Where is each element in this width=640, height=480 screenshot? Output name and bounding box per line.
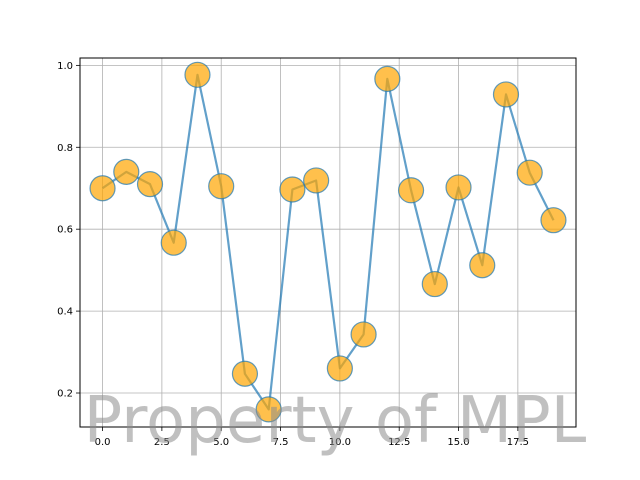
y-tick-label: 0.6	[57, 225, 73, 236]
data-point-marker	[397, 177, 425, 204]
x-tick-label: 17.5	[507, 437, 529, 448]
data-point-marker	[445, 174, 472, 201]
data-point-marker	[326, 355, 353, 382]
y-tick-label: 0.2	[57, 389, 73, 400]
series-line	[101, 73, 555, 411]
x-tick-label: 2.5	[154, 437, 170, 448]
x-tick-label: 5.0	[213, 437, 229, 448]
axis-ticks: 0.0 2.5 5.0 7.5 10.0 12.5 15.0 17.5 0.2 0.4 0.6 0.8…	[57, 61, 529, 448]
y-tick-label: 1.0	[57, 61, 73, 72]
data-point-marker	[303, 167, 330, 194]
data-point-marker	[540, 207, 567, 234]
data-point-marker	[492, 81, 520, 108]
data-point-marker	[421, 270, 448, 298]
data-series	[89, 61, 567, 423]
data-point-marker	[231, 360, 259, 387]
y-tick-label: 0.4	[57, 307, 73, 318]
data-point-marker	[469, 252, 496, 279]
data-point-marker	[113, 158, 140, 185]
data-point-marker	[184, 61, 211, 88]
data-point-marker	[255, 396, 282, 423]
axes-frame	[79, 57, 577, 428]
data-point-marker	[350, 321, 377, 348]
x-tick-label: 12.5	[388, 437, 410, 448]
data-point-marker	[160, 229, 187, 256]
data-point-marker	[374, 65, 401, 92]
data-point-marker	[208, 173, 235, 200]
y-tick-label: 0.8	[57, 143, 73, 154]
data-point-marker	[136, 171, 164, 198]
data-point-marker	[89, 175, 116, 202]
x-tick-label: 10.0	[329, 437, 351, 448]
x-tick-label: 0.0	[95, 437, 111, 448]
data-point-marker	[516, 159, 543, 186]
x-tick-label: 15.0	[447, 437, 469, 448]
x-tick-label: 7.5	[273, 437, 289, 448]
data-point-marker	[279, 176, 306, 203]
watermark-text: Property of MPL	[84, 384, 587, 458]
